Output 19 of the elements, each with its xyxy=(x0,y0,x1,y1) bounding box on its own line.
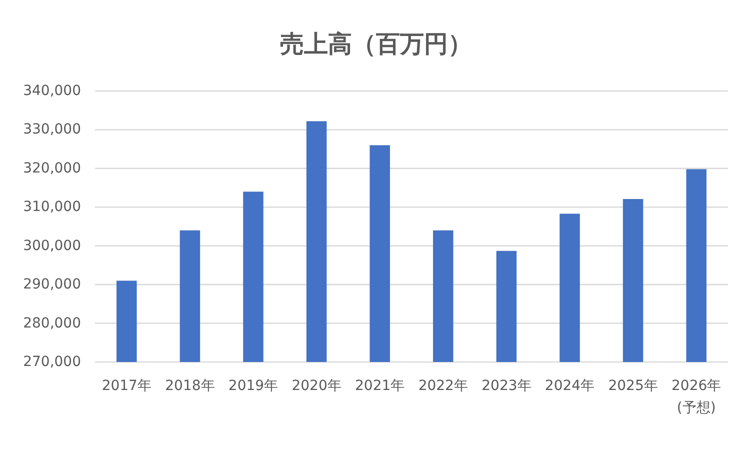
x-tick-label: 2018年 xyxy=(165,378,215,394)
x-tick-label: 2021年 xyxy=(355,378,405,394)
y-tick-label: 320,000 xyxy=(23,160,81,176)
y-tick-label: 340,000 xyxy=(23,83,81,99)
x-tick-label: 2023年 xyxy=(482,378,532,394)
x-tick-label: 2026年 (予想) xyxy=(672,378,722,416)
y-tick-label: 330,000 xyxy=(23,122,81,138)
y-tick-label: 280,000 xyxy=(23,315,81,332)
x-tick-label: 2025年 xyxy=(608,378,658,394)
x-tick-label: 2020年 xyxy=(292,378,342,394)
x-tick-label: 2017年 xyxy=(102,378,152,394)
x-tick-label: 2019年 xyxy=(228,378,278,394)
y-tick-label: 300,000 xyxy=(23,238,81,254)
x-tick-label: 2022年 xyxy=(418,378,468,394)
y-tick-label: 290,000 xyxy=(23,276,81,293)
y-tick-label: 310,000 xyxy=(23,199,81,216)
chart-title: 売上高（百万円） xyxy=(280,30,472,58)
x-tick-label: 2024年 xyxy=(544,378,595,394)
y-tick-label: 270,000 xyxy=(23,354,81,370)
